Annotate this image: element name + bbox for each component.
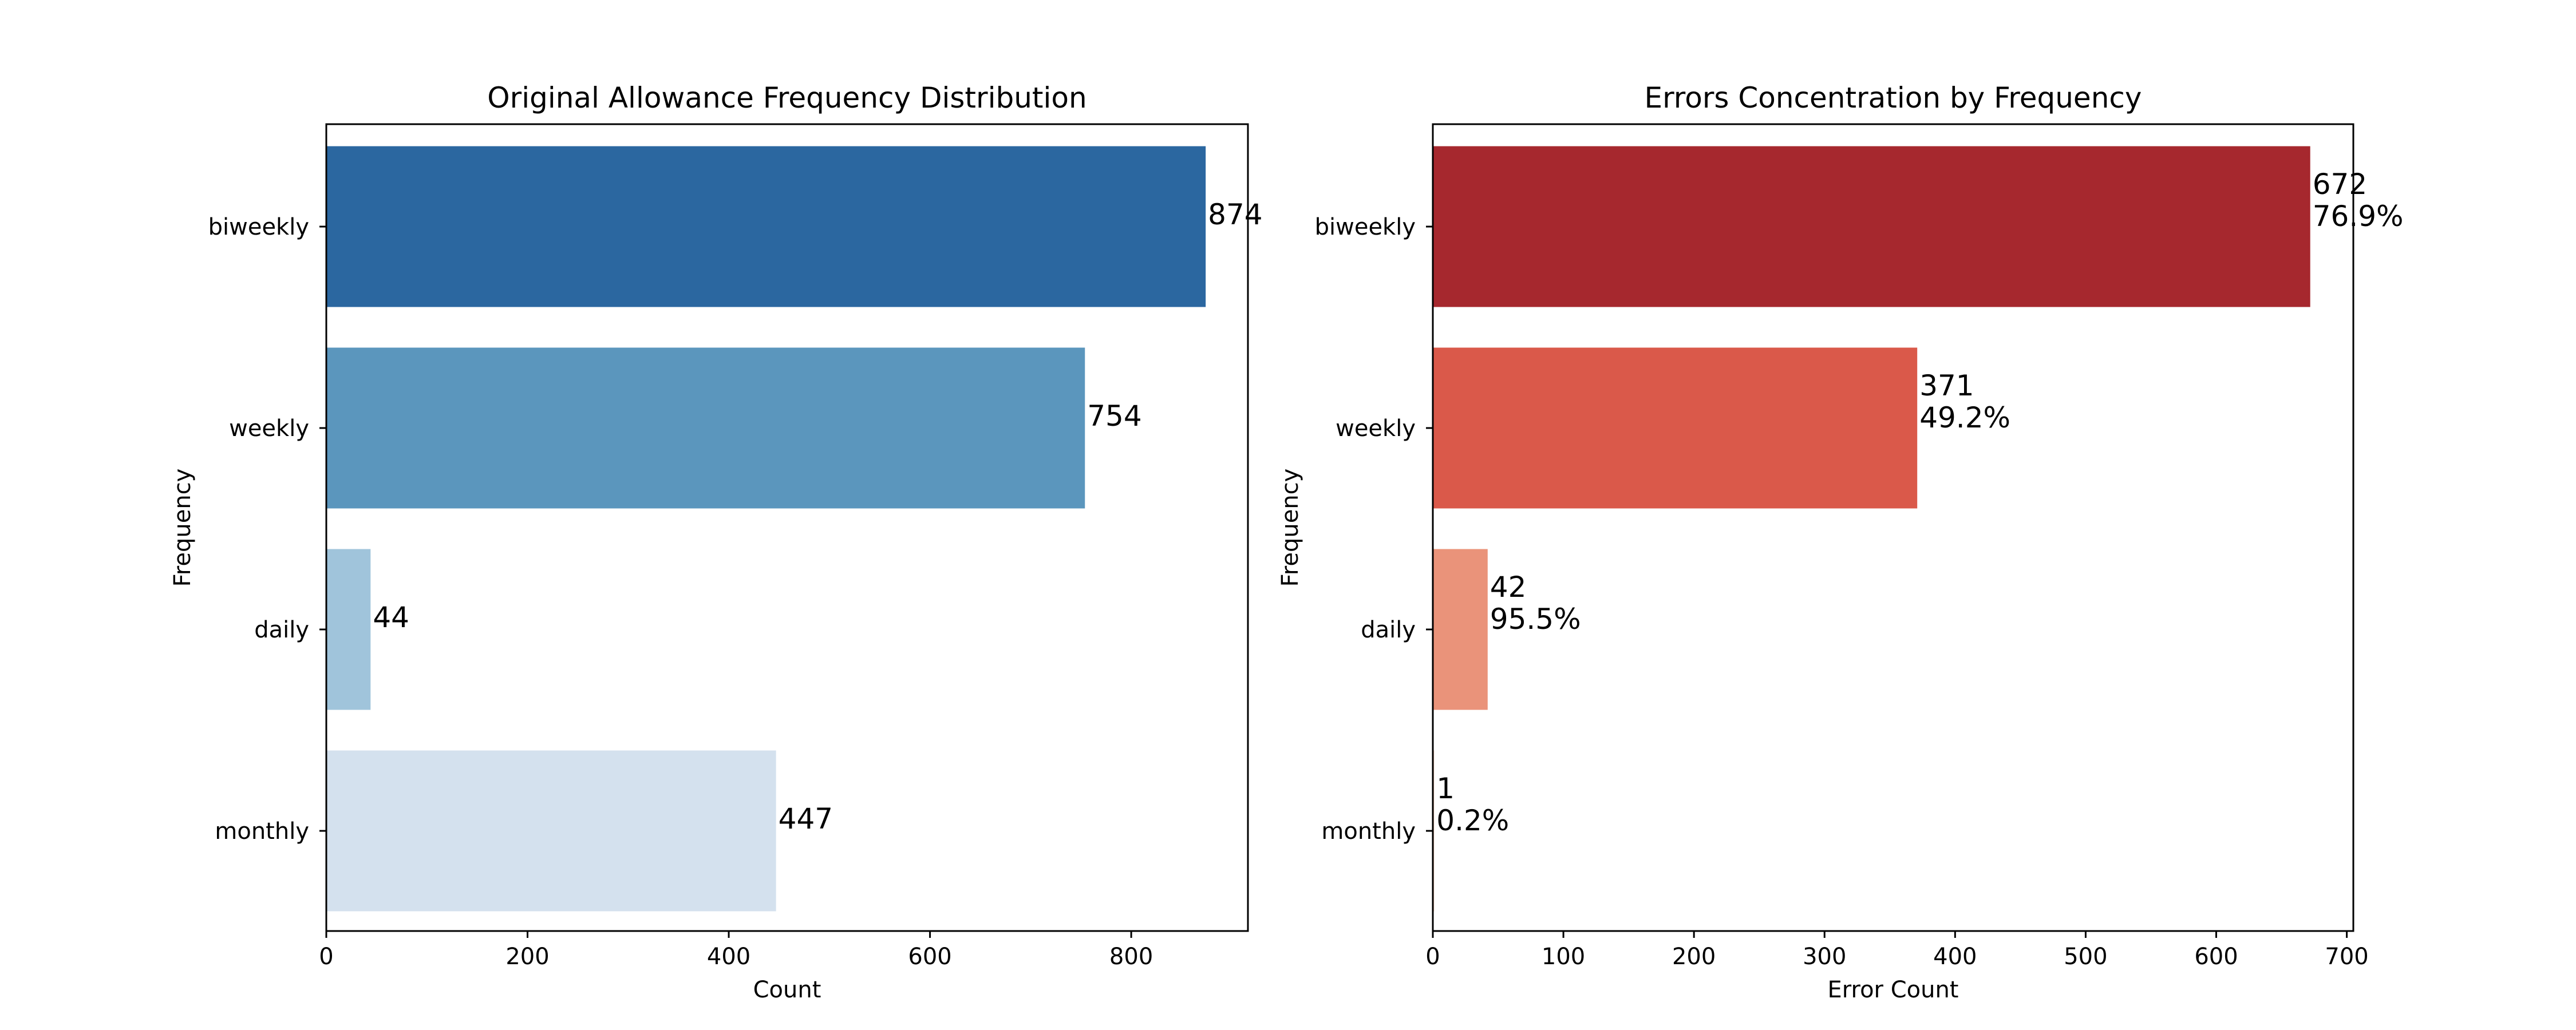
y-axis: biweekly weekly daily monthly bbox=[1315, 214, 1433, 845]
x-axis-label: Count bbox=[753, 977, 821, 1003]
y-tick-label-biweekly: biweekly bbox=[208, 214, 309, 240]
x-tick-label: 200 bbox=[505, 944, 549, 970]
y-axis: biweekly weekly daily monthly bbox=[208, 214, 326, 845]
data-label-monthly: 1 0.2% bbox=[1436, 772, 1509, 837]
x-tick-label: 300 bbox=[1803, 944, 1846, 970]
x-axis-label: Error Count bbox=[1827, 977, 1958, 1003]
y-axis-label: Frequency bbox=[169, 469, 196, 587]
x-tick-label: 0 bbox=[1425, 944, 1440, 970]
allowance-frequency-chart: Original Allowance Frequency Distributio… bbox=[169, 81, 1263, 1003]
y-tick-label-daily: daily bbox=[1361, 617, 1416, 643]
plot-frame bbox=[325, 123, 1249, 932]
y-tick-label-monthly: monthly bbox=[1321, 818, 1416, 845]
data-label-biweekly: 874 bbox=[1208, 198, 1262, 231]
bar-weekly bbox=[1433, 347, 1918, 509]
data-label-weekly: 754 bbox=[1087, 399, 1141, 433]
x-tick-label: 400 bbox=[1933, 944, 1977, 970]
bar-daily bbox=[326, 549, 371, 710]
x-tick-label: 800 bbox=[1109, 944, 1153, 970]
bar-daily bbox=[1433, 549, 1488, 710]
bar-weekly bbox=[326, 347, 1085, 509]
errors-concentration-chart: Errors Concentration by Frequency 672 76.… bbox=[1277, 81, 2404, 1003]
data-label-daily: 42 95.5% bbox=[1490, 571, 1581, 636]
data-labels: 672 76.9% 371 49.2% 42 95.5% 1 0.2% bbox=[1436, 168, 2403, 837]
x-tick-label: 600 bbox=[908, 944, 951, 970]
chart-title: Original Allowance Frequency Distributio… bbox=[487, 81, 1086, 114]
x-tick-label: 0 bbox=[319, 944, 333, 970]
bars bbox=[326, 146, 1206, 912]
data-label-monthly: 447 bbox=[779, 802, 833, 835]
bars bbox=[1433, 146, 2310, 912]
data-label-weekly: 371 49.2% bbox=[1919, 369, 2010, 434]
bar-biweekly bbox=[326, 146, 1206, 307]
x-tick-label: 700 bbox=[2325, 944, 2368, 970]
bar-monthly bbox=[326, 750, 776, 912]
x-tick-label: 600 bbox=[2194, 944, 2238, 970]
y-tick-label-monthly: monthly bbox=[215, 818, 309, 845]
y-tick-label-biweekly: biweekly bbox=[1315, 214, 1416, 240]
data-labels: 874 754 44 447 bbox=[373, 198, 1262, 835]
x-axis: 0 200 400 600 800 bbox=[319, 931, 1153, 970]
x-tick-label: 200 bbox=[1672, 944, 1716, 970]
data-label-daily: 44 bbox=[373, 601, 409, 634]
y-axis-label: Frequency bbox=[1277, 469, 1303, 587]
plot-frame bbox=[1432, 123, 2354, 932]
chart-title: Errors Concentration by Frequency bbox=[1645, 81, 2142, 114]
bar-biweekly bbox=[1433, 146, 2310, 307]
y-tick-label-weekly: weekly bbox=[1336, 415, 1416, 442]
x-tick-label: 500 bbox=[2064, 944, 2107, 970]
x-axis: 0 100 200 300 400 500 600 700 bbox=[1425, 931, 2369, 970]
x-tick-label: 100 bbox=[1542, 944, 1585, 970]
data-label-biweekly: 672 76.9% bbox=[2313, 168, 2404, 233]
x-tick-label: 400 bbox=[707, 944, 750, 970]
y-tick-label-daily: daily bbox=[254, 617, 309, 643]
y-tick-label-weekly: weekly bbox=[229, 415, 309, 442]
